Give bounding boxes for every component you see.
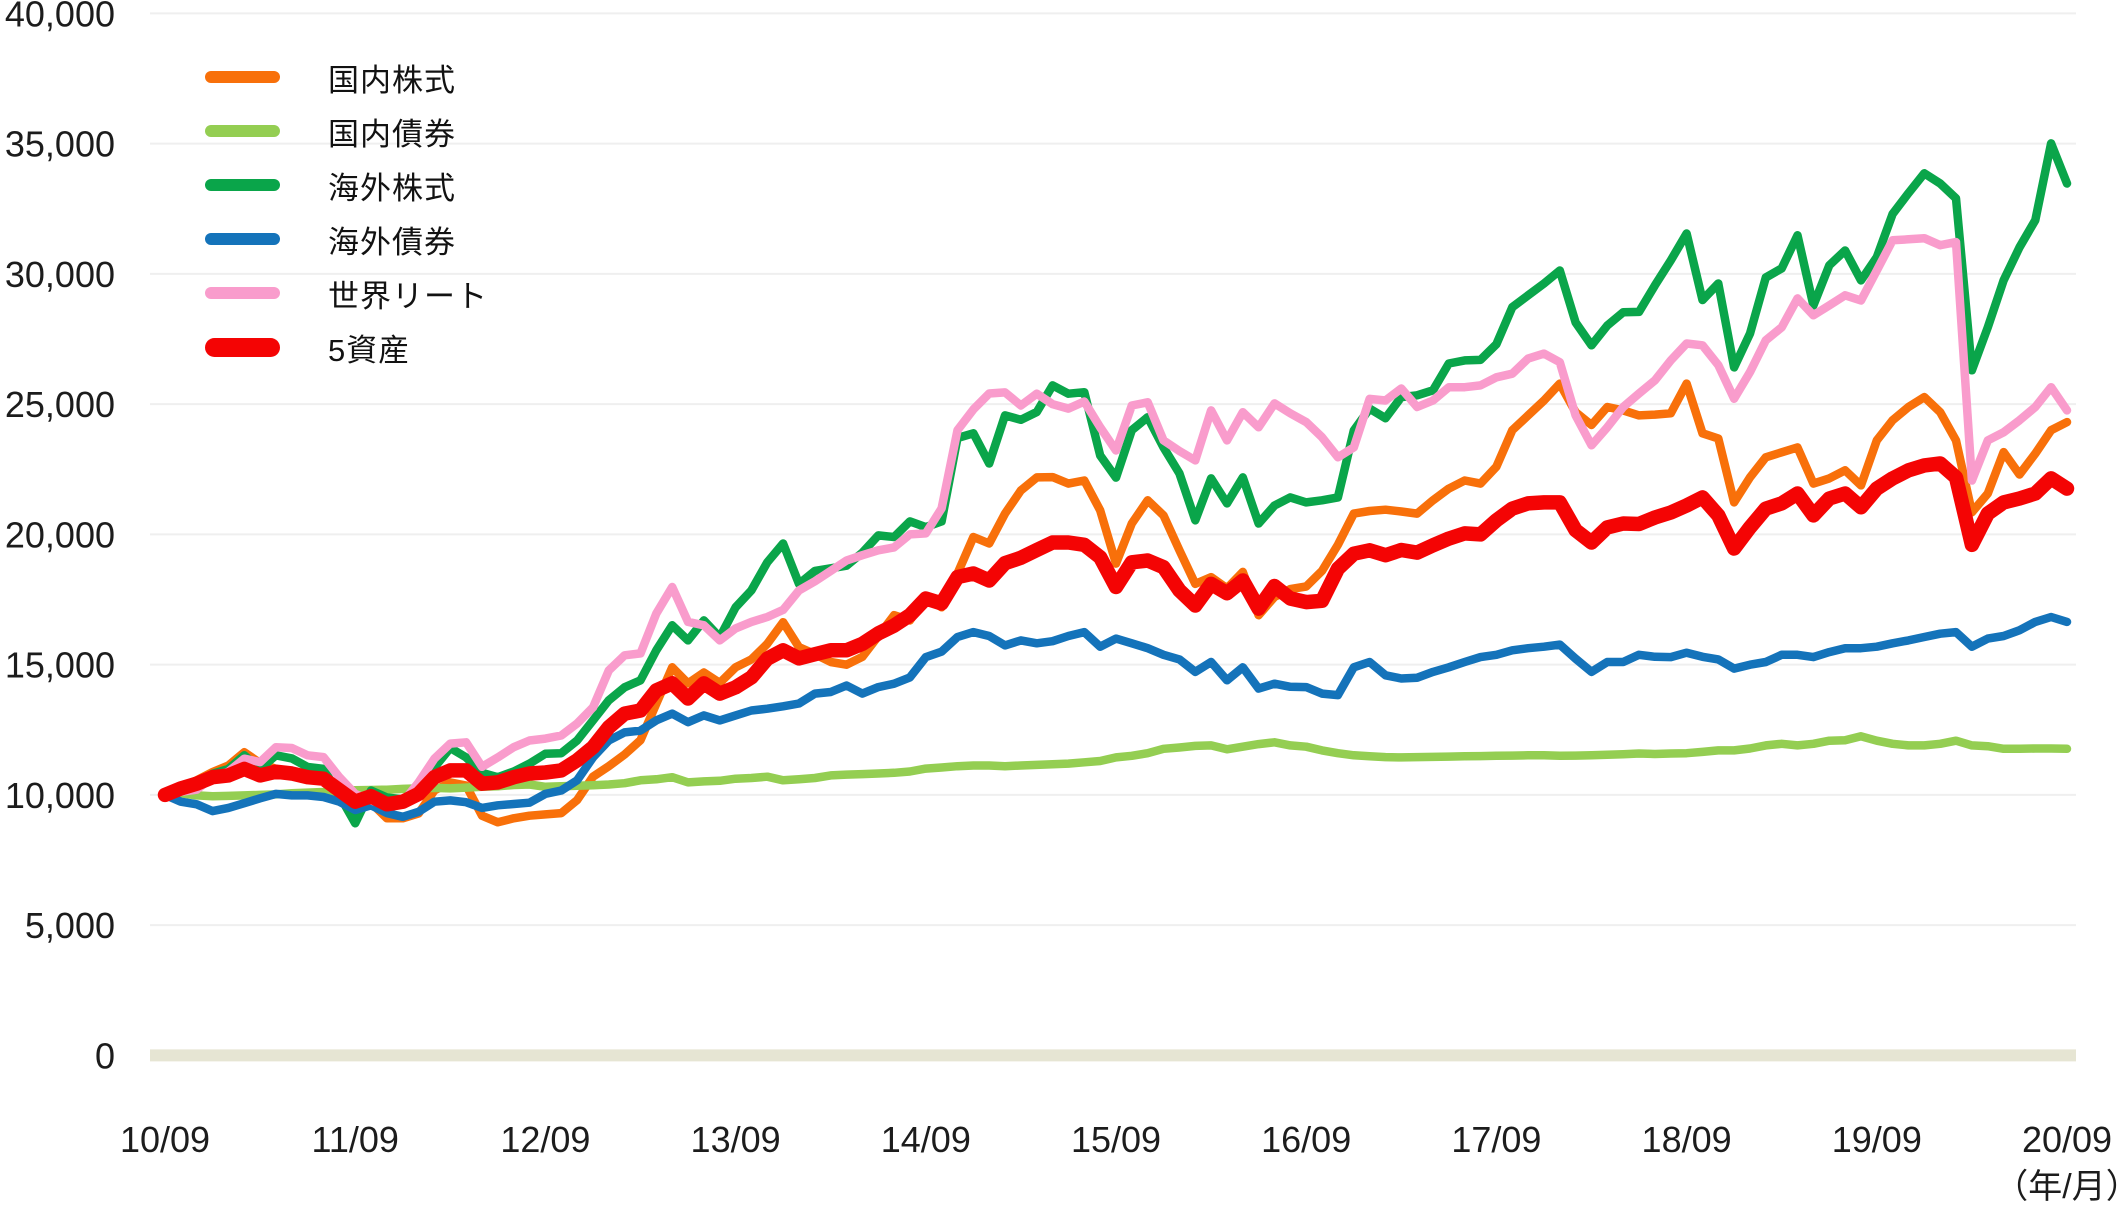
y-tick-label: 30,000 — [5, 254, 115, 295]
legend-swatch-domestic-stocks — [205, 71, 280, 83]
legend-swatch-5-assets — [205, 337, 280, 357]
legend-swatch-global-reit — [205, 287, 280, 299]
x-tick-label: 12/09 — [500, 1119, 590, 1160]
legend-swatch-foreign-stocks — [205, 179, 280, 191]
series-line-5-assets — [157, 456, 2075, 812]
y-tick-label: 35,000 — [5, 124, 115, 165]
y-tick-label: 25,000 — [5, 384, 115, 425]
x-tick-label: 19/09 — [1832, 1119, 1922, 1160]
series-line-foreign-stocks — [160, 139, 2072, 828]
x-axis-unit-label: （年/月） — [1994, 1168, 2120, 1206]
y-tick-label: 20,000 — [5, 514, 115, 555]
x-tick-label: 13/09 — [691, 1119, 781, 1160]
legend-item-domestic-stocks: 国内株式 — [205, 50, 488, 104]
legend-item-foreign-bonds: 海外債券 — [205, 212, 488, 266]
y-tick-label: 15,000 — [5, 645, 115, 686]
legend-label: 5資産 — [328, 332, 411, 368]
y-tick-label: 0 — [95, 1035, 115, 1076]
y-tick-label: 10,000 — [5, 775, 115, 816]
chart-legend: 国内株式 国内債券 海外株式 海外債券 世界リート 5資産 — [205, 50, 488, 374]
legend-label: 国内債券 — [328, 116, 456, 152]
legend-item-global-reit: 世界リート — [205, 266, 488, 320]
legend-item-domestic-bonds: 国内債券 — [205, 104, 488, 158]
x-tick-label: 17/09 — [1451, 1119, 1541, 1160]
legend-label: 海外債券 — [328, 224, 456, 260]
y-tick-label: 40,000 — [5, 0, 115, 34]
x-tick-label: 20/09 — [2022, 1119, 2112, 1160]
x-tick-label: 14/09 — [881, 1119, 971, 1160]
legend-label: 国内株式 — [328, 62, 456, 98]
legend-label: 海外株式 — [328, 170, 456, 206]
legend-label: 世界リート — [328, 278, 488, 314]
x-tick-label: 11/09 — [311, 1119, 398, 1160]
series-lines — [157, 139, 2075, 828]
legend-item-5-assets: 5資産 — [205, 320, 488, 374]
x-tick-label: 15/09 — [1071, 1119, 1161, 1160]
x-axis-tick-labels: 10/09 11/09 12/09 13/09 14/09 15/09 16/09 17/09… — [120, 1119, 2112, 1160]
x-tick-label: 10/09 — [120, 1119, 210, 1160]
series-line-foreign-bonds — [160, 612, 2072, 822]
x-tick-label: 16/09 — [1261, 1119, 1351, 1160]
y-tick-label: 5,000 — [25, 905, 115, 946]
y-axis-tick-labels: 0 5,000 10,000 15,000 20,000 25,000 30,000 35,0… — [5, 0, 115, 1076]
legend-swatch-domestic-bonds — [205, 125, 280, 137]
x-tick-label: 18/09 — [1642, 1119, 1732, 1160]
legend-swatch-foreign-bonds — [205, 233, 280, 245]
series-line-domestic-stocks — [160, 379, 2072, 827]
series-line-global-reit — [160, 233, 2072, 810]
legend-item-foreign-stocks: 海外株式 — [205, 158, 488, 212]
